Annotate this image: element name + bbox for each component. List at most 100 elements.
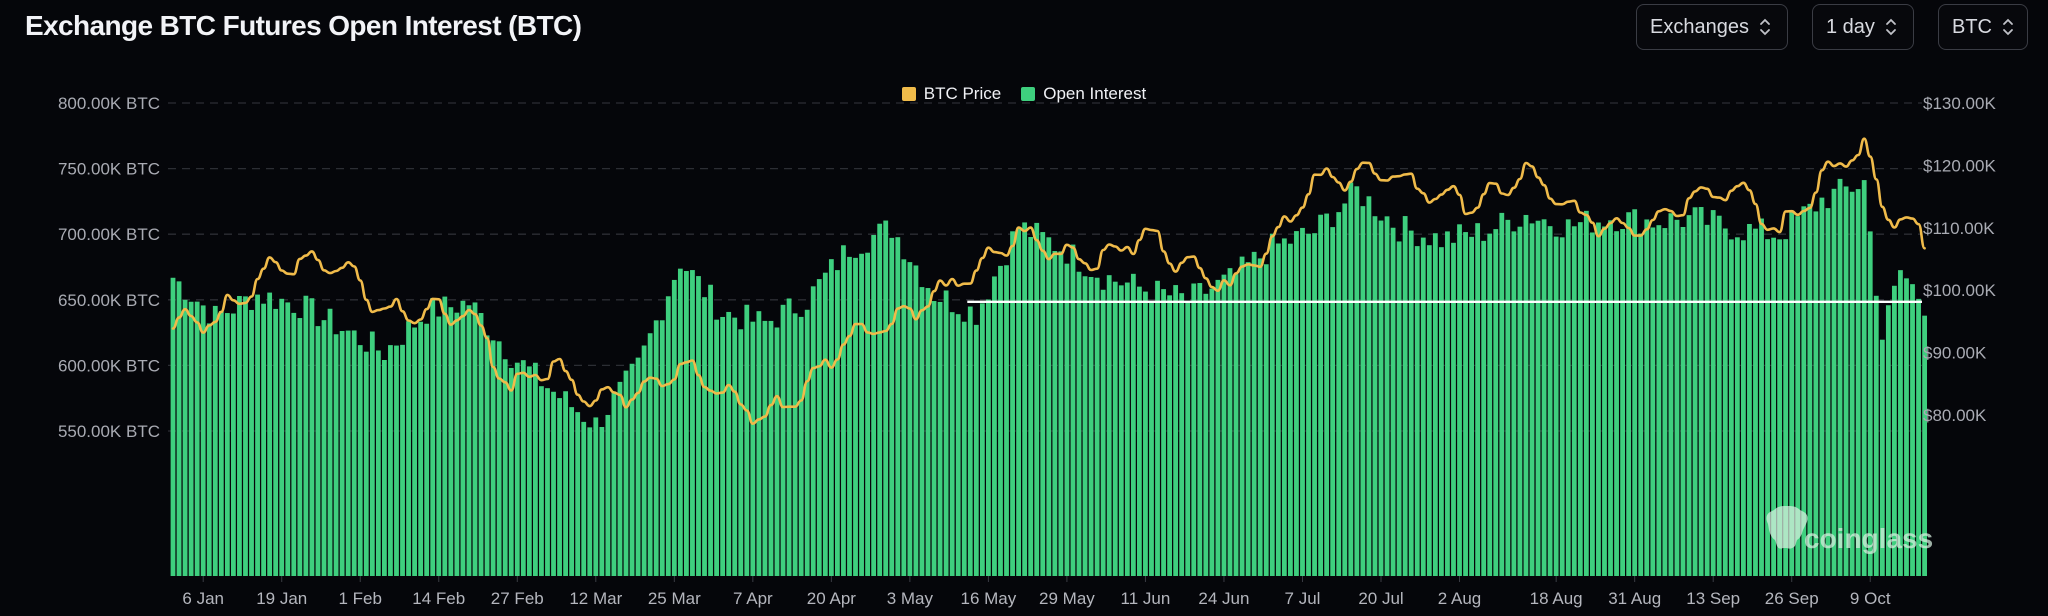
oi-bar[interactable]: [1233, 274, 1239, 576]
oi-bar[interactable]: [1010, 231, 1015, 576]
oi-bar[interactable]: [1306, 233, 1311, 576]
oi-bar[interactable]: [1916, 298, 1921, 576]
oi-bar[interactable]: [526, 366, 532, 576]
oi-bar[interactable]: [1831, 188, 1837, 577]
oi-bar[interactable]: [895, 237, 901, 577]
oi-bar[interactable]: [1704, 224, 1710, 576]
oi-bar[interactable]: [617, 381, 623, 576]
oi-bar[interactable]: [508, 367, 514, 576]
oi-bar[interactable]: [1596, 222, 1601, 576]
oi-bar[interactable]: [973, 324, 979, 576]
oi-bar[interactable]: [1541, 219, 1547, 576]
oi-bar[interactable]: [708, 284, 713, 576]
oi-bar[interactable]: [1843, 186, 1849, 577]
oi-bar[interactable]: [1614, 231, 1619, 576]
oi-bar[interactable]: [1499, 212, 1505, 576]
oi-bar[interactable]: [835, 270, 840, 576]
oi-bar[interactable]: [1898, 270, 1903, 576]
oi-bar[interactable]: [641, 345, 647, 576]
oi-bar[interactable]: [1251, 251, 1257, 576]
oi-bar[interactable]: [1281, 238, 1287, 576]
oi-bar[interactable]: [798, 316, 804, 576]
oi-bar[interactable]: [714, 319, 719, 576]
oi-bar[interactable]: [1602, 226, 1607, 576]
oi-bar[interactable]: [1221, 274, 1227, 576]
oi-bar[interactable]: [1318, 214, 1323, 576]
oi-bar[interactable]: [1185, 301, 1191, 576]
oi-bar[interactable]: [1040, 232, 1046, 576]
oi-bar[interactable]: [1167, 295, 1172, 576]
oi-bar[interactable]: [1511, 231, 1517, 577]
oi-bar[interactable]: [327, 308, 333, 576]
oi-bar[interactable]: [1161, 289, 1166, 576]
oi-bar[interactable]: [1692, 207, 1698, 577]
oi-bar[interactable]: [1867, 231, 1873, 576]
oi-bar[interactable]: [1910, 284, 1915, 576]
oi-bar[interactable]: [224, 313, 230, 576]
oi-bar[interactable]: [822, 272, 828, 576]
oi-bar[interactable]: [1203, 293, 1209, 576]
oi-bar[interactable]: [1680, 227, 1686, 576]
oi-bar[interactable]: [1336, 212, 1342, 576]
oi-bar[interactable]: [720, 316, 726, 576]
oi-bar[interactable]: [732, 317, 738, 576]
oi-bar[interactable]: [1728, 239, 1734, 577]
oi-bar[interactable]: [454, 312, 460, 576]
oi-bar[interactable]: [1149, 301, 1154, 576]
oi-bar[interactable]: [1414, 246, 1420, 576]
oi-bar[interactable]: [291, 312, 297, 576]
oi-bar[interactable]: [1686, 215, 1692, 576]
oi-bar[interactable]: [623, 370, 629, 576]
oi-bar[interactable]: [611, 392, 617, 576]
oi-bar[interactable]: [406, 321, 411, 576]
oi-bar[interactable]: [1638, 233, 1644, 576]
oi-bar[interactable]: [273, 308, 279, 576]
oi-bar[interactable]: [816, 279, 822, 576]
coin-select[interactable]: BTC: [1938, 4, 2028, 50]
oi-bar[interactable]: [1463, 232, 1468, 576]
oi-bar[interactable]: [943, 290, 949, 576]
oi-bar[interactable]: [1795, 216, 1801, 577]
oi-bar[interactable]: [792, 313, 798, 576]
oi-bar[interactable]: [472, 302, 478, 576]
oi-bar[interactable]: [937, 301, 943, 576]
oi-bar[interactable]: [907, 262, 913, 576]
oi-bar[interactable]: [1529, 223, 1535, 576]
oi-bar[interactable]: [1300, 227, 1305, 577]
oi-bar[interactable]: [1765, 239, 1770, 577]
oi-bar[interactable]: [1426, 245, 1432, 576]
oi-bar[interactable]: [1879, 339, 1885, 576]
oi-bar[interactable]: [1360, 206, 1366, 576]
oi-bar[interactable]: [1439, 247, 1444, 576]
oi-bar[interactable]: [382, 359, 387, 576]
oi-bar[interactable]: [1698, 207, 1704, 576]
oi-bar[interactable]: [599, 427, 605, 576]
oi-bar[interactable]: [1734, 237, 1740, 577]
oi-bar[interactable]: [520, 360, 526, 576]
oi-bar[interactable]: [925, 288, 931, 576]
oi-bar[interactable]: [448, 307, 454, 576]
oi-bar[interactable]: [303, 295, 309, 576]
oi-bar[interactable]: [1294, 231, 1299, 577]
oi-bar[interactable]: [1565, 219, 1571, 576]
oi-bar[interactable]: [828, 259, 834, 576]
oi-bar[interactable]: [605, 414, 611, 576]
legend-item-btc-price[interactable]: BTC Price: [901, 84, 1001, 104]
oi-bar[interactable]: [967, 306, 973, 576]
oi-bar[interactable]: [1245, 262, 1251, 576]
oi-bar[interactable]: [1191, 283, 1197, 576]
oi-bar[interactable]: [212, 305, 218, 576]
oi-bar[interactable]: [756, 311, 762, 576]
oi-bar[interactable]: [267, 292, 273, 576]
oi-bar[interactable]: [357, 345, 363, 576]
oi-bar[interactable]: [490, 340, 496, 576]
oi-bar[interactable]: [1106, 275, 1112, 576]
oi-bar[interactable]: [1179, 293, 1185, 576]
oi-bar[interactable]: [1288, 243, 1293, 577]
oi-bar[interactable]: [919, 287, 925, 576]
oi-bar[interactable]: [1324, 213, 1330, 576]
oi-bar[interactable]: [575, 412, 581, 576]
oi-bar[interactable]: [1710, 210, 1716, 576]
oi-bar[interactable]: [1559, 237, 1565, 576]
oi-bar[interactable]: [460, 300, 466, 576]
